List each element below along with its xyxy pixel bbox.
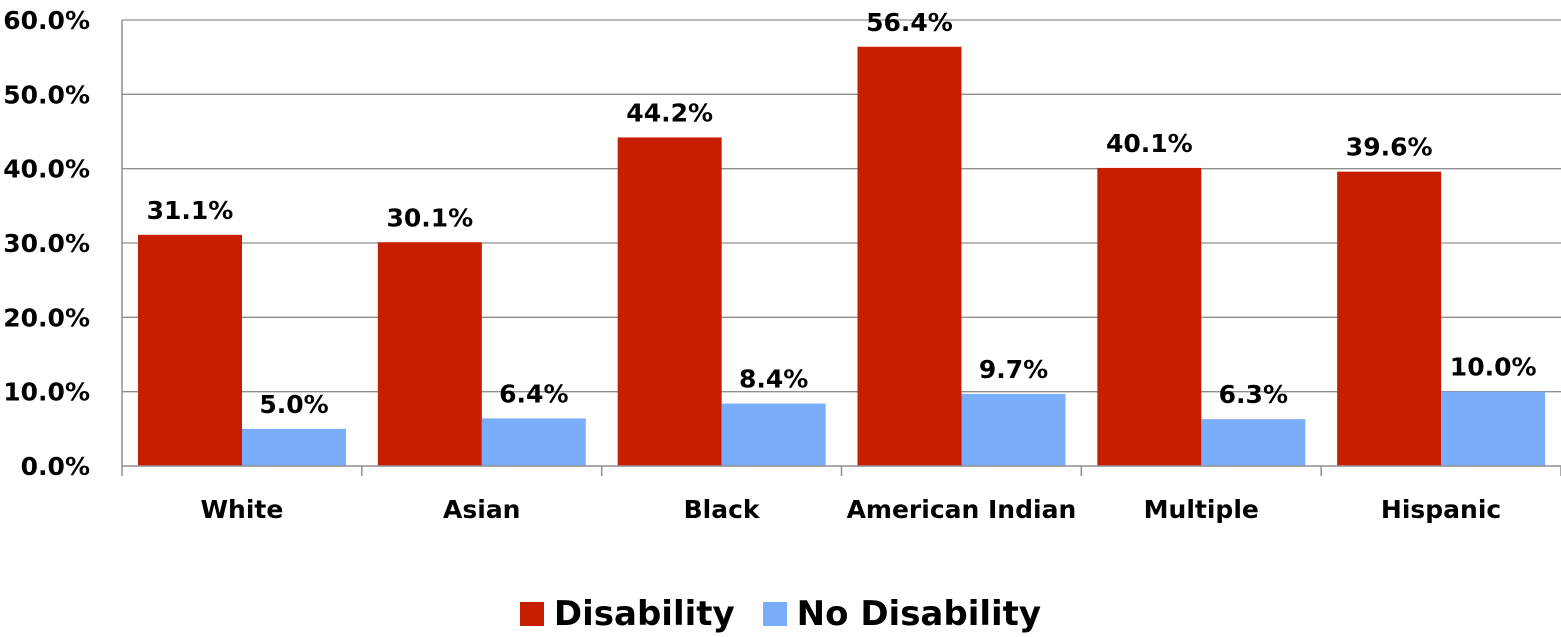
legend-label-no-disability: No Disability: [796, 594, 1042, 634]
bar-no-disability: [961, 393, 1066, 466]
x-tick-label: Black: [684, 495, 761, 524]
x-axis-tick-labels: White Asian Black American Indian Multiple Hi…: [200, 495, 1501, 524]
bar-disability: [617, 137, 722, 467]
data-label: 6.4%: [499, 379, 568, 408]
data-label: 30.1%: [386, 203, 473, 232]
bar-chart: 0.0% 10.0% 20.0% 30.0% 40.0% 50.0% 60.0% 31.1%…: [3, 6, 1561, 524]
data-label: 9.7%: [979, 355, 1048, 384]
data-label: 5.0%: [259, 390, 328, 419]
bar-no-disability: [1441, 391, 1546, 466]
x-tick-label: Multiple: [1144, 495, 1259, 524]
legend-swatch-disability: [519, 602, 544, 626]
data-labels: 31.1% 5.0% 30.1% 6.4% 44.2% 8.4% 56.4% 9.7% 40.1…: [147, 8, 1537, 419]
x-tick-label: Hispanic: [1381, 495, 1501, 524]
y-tick-label: 10.0%: [3, 378, 90, 407]
y-tick-label: 50.0%: [3, 80, 90, 109]
y-tick-label: 20.0%: [3, 303, 90, 332]
bar-disability: [1097, 167, 1202, 466]
y-tick-label: 30.0%: [3, 229, 90, 258]
legend-swatch-no-disability: [762, 602, 787, 626]
data-label: 10.0%: [1450, 353, 1537, 382]
y-tick-label: 40.0%: [3, 155, 90, 184]
y-axis-tick-labels: 0.0% 10.0% 20.0% 30.0% 40.0% 50.0% 60.0%: [3, 6, 90, 481]
bars: [138, 46, 1546, 467]
x-tick-label: White: [200, 495, 283, 524]
data-label: 39.6%: [1346, 133, 1433, 162]
bar-disability: [138, 234, 242, 466]
x-tick-label: Asian: [443, 495, 520, 524]
legend-item-disability: Disability: [519, 594, 735, 634]
y-tick-label: 60.0%: [3, 6, 90, 35]
data-label: 8.4%: [739, 365, 808, 394]
x-tick-label: American Indian: [847, 495, 1077, 524]
data-label: 56.4%: [866, 8, 953, 37]
x-axis: [121, 20, 1561, 476]
legend-label-disability: Disability: [553, 594, 735, 634]
legend-item-no-disability: No Disability: [762, 594, 1042, 634]
bar-disability: [1337, 171, 1442, 466]
bar-no-disability: [242, 428, 346, 466]
bar-disability: [377, 242, 482, 466]
bar-no-disability: [721, 403, 826, 466]
bar-no-disability: [481, 418, 586, 466]
data-label: 6.3%: [1219, 380, 1288, 409]
data-label: 44.2%: [626, 98, 713, 127]
data-label: 40.1%: [1106, 129, 1193, 158]
data-label: 31.1%: [147, 196, 234, 225]
bar-disability: [857, 46, 962, 466]
bar-no-disability: [1201, 419, 1306, 466]
gridlines: [122, 19, 1561, 393]
legend: Disability No Disability: [0, 594, 1561, 634]
y-tick-label: 0.0%: [21, 452, 90, 481]
